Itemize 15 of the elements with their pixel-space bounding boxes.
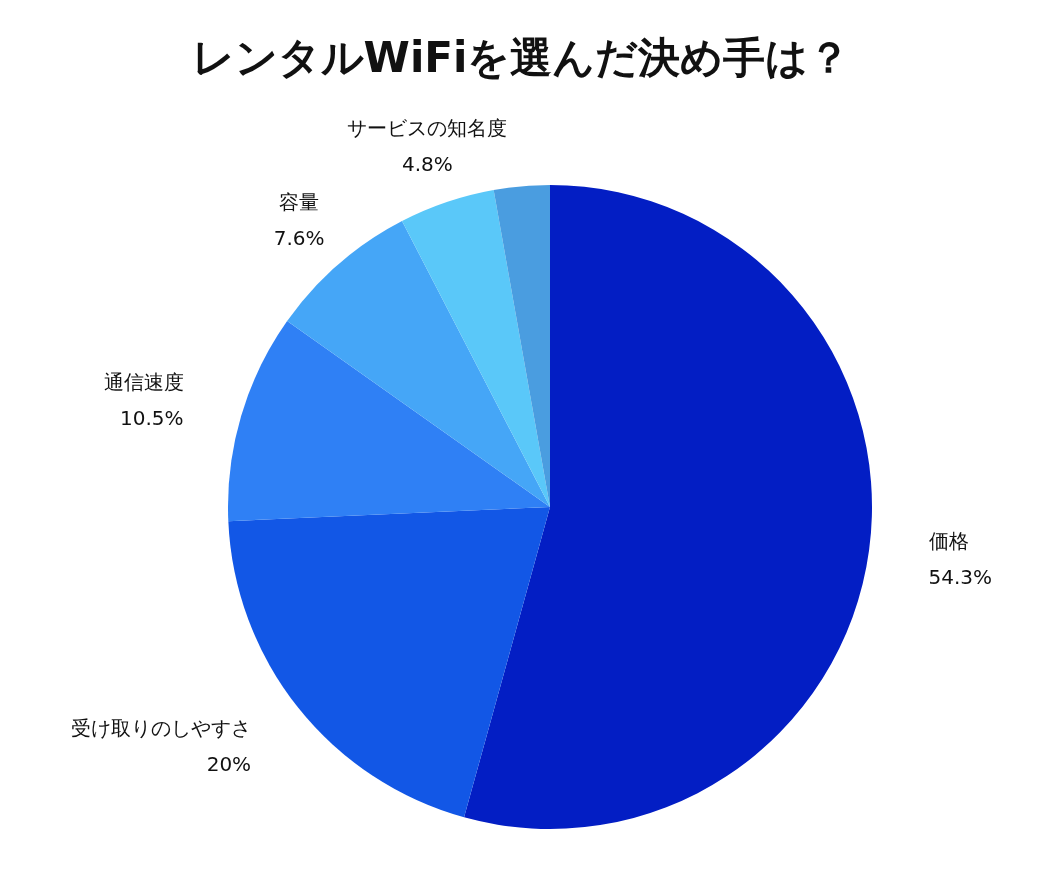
data-label: 4.8% — [401, 152, 453, 177]
data-label: 7.6% — [273, 225, 325, 250]
data-label: 54.3% — [928, 565, 993, 590]
data-label: 10.5% — [119, 406, 184, 431]
pie-slice — [464, 185, 872, 829]
slice-label: 価格 — [928, 529, 969, 554]
slice-label: 通信速度 — [103, 370, 184, 395]
slice-label: 受け取りのしやすさ — [71, 715, 252, 740]
slice-label: 容量 — [279, 189, 320, 214]
data-label: 20% — [206, 751, 252, 776]
pie-slice — [402, 189, 550, 507]
chart-title: レンタルWiFiを選んだ決め手は？ — [191, 33, 851, 82]
pie-slice — [228, 321, 550, 522]
pie-slice — [493, 185, 550, 507]
slice-label: サービスの知名度 — [347, 116, 508, 141]
